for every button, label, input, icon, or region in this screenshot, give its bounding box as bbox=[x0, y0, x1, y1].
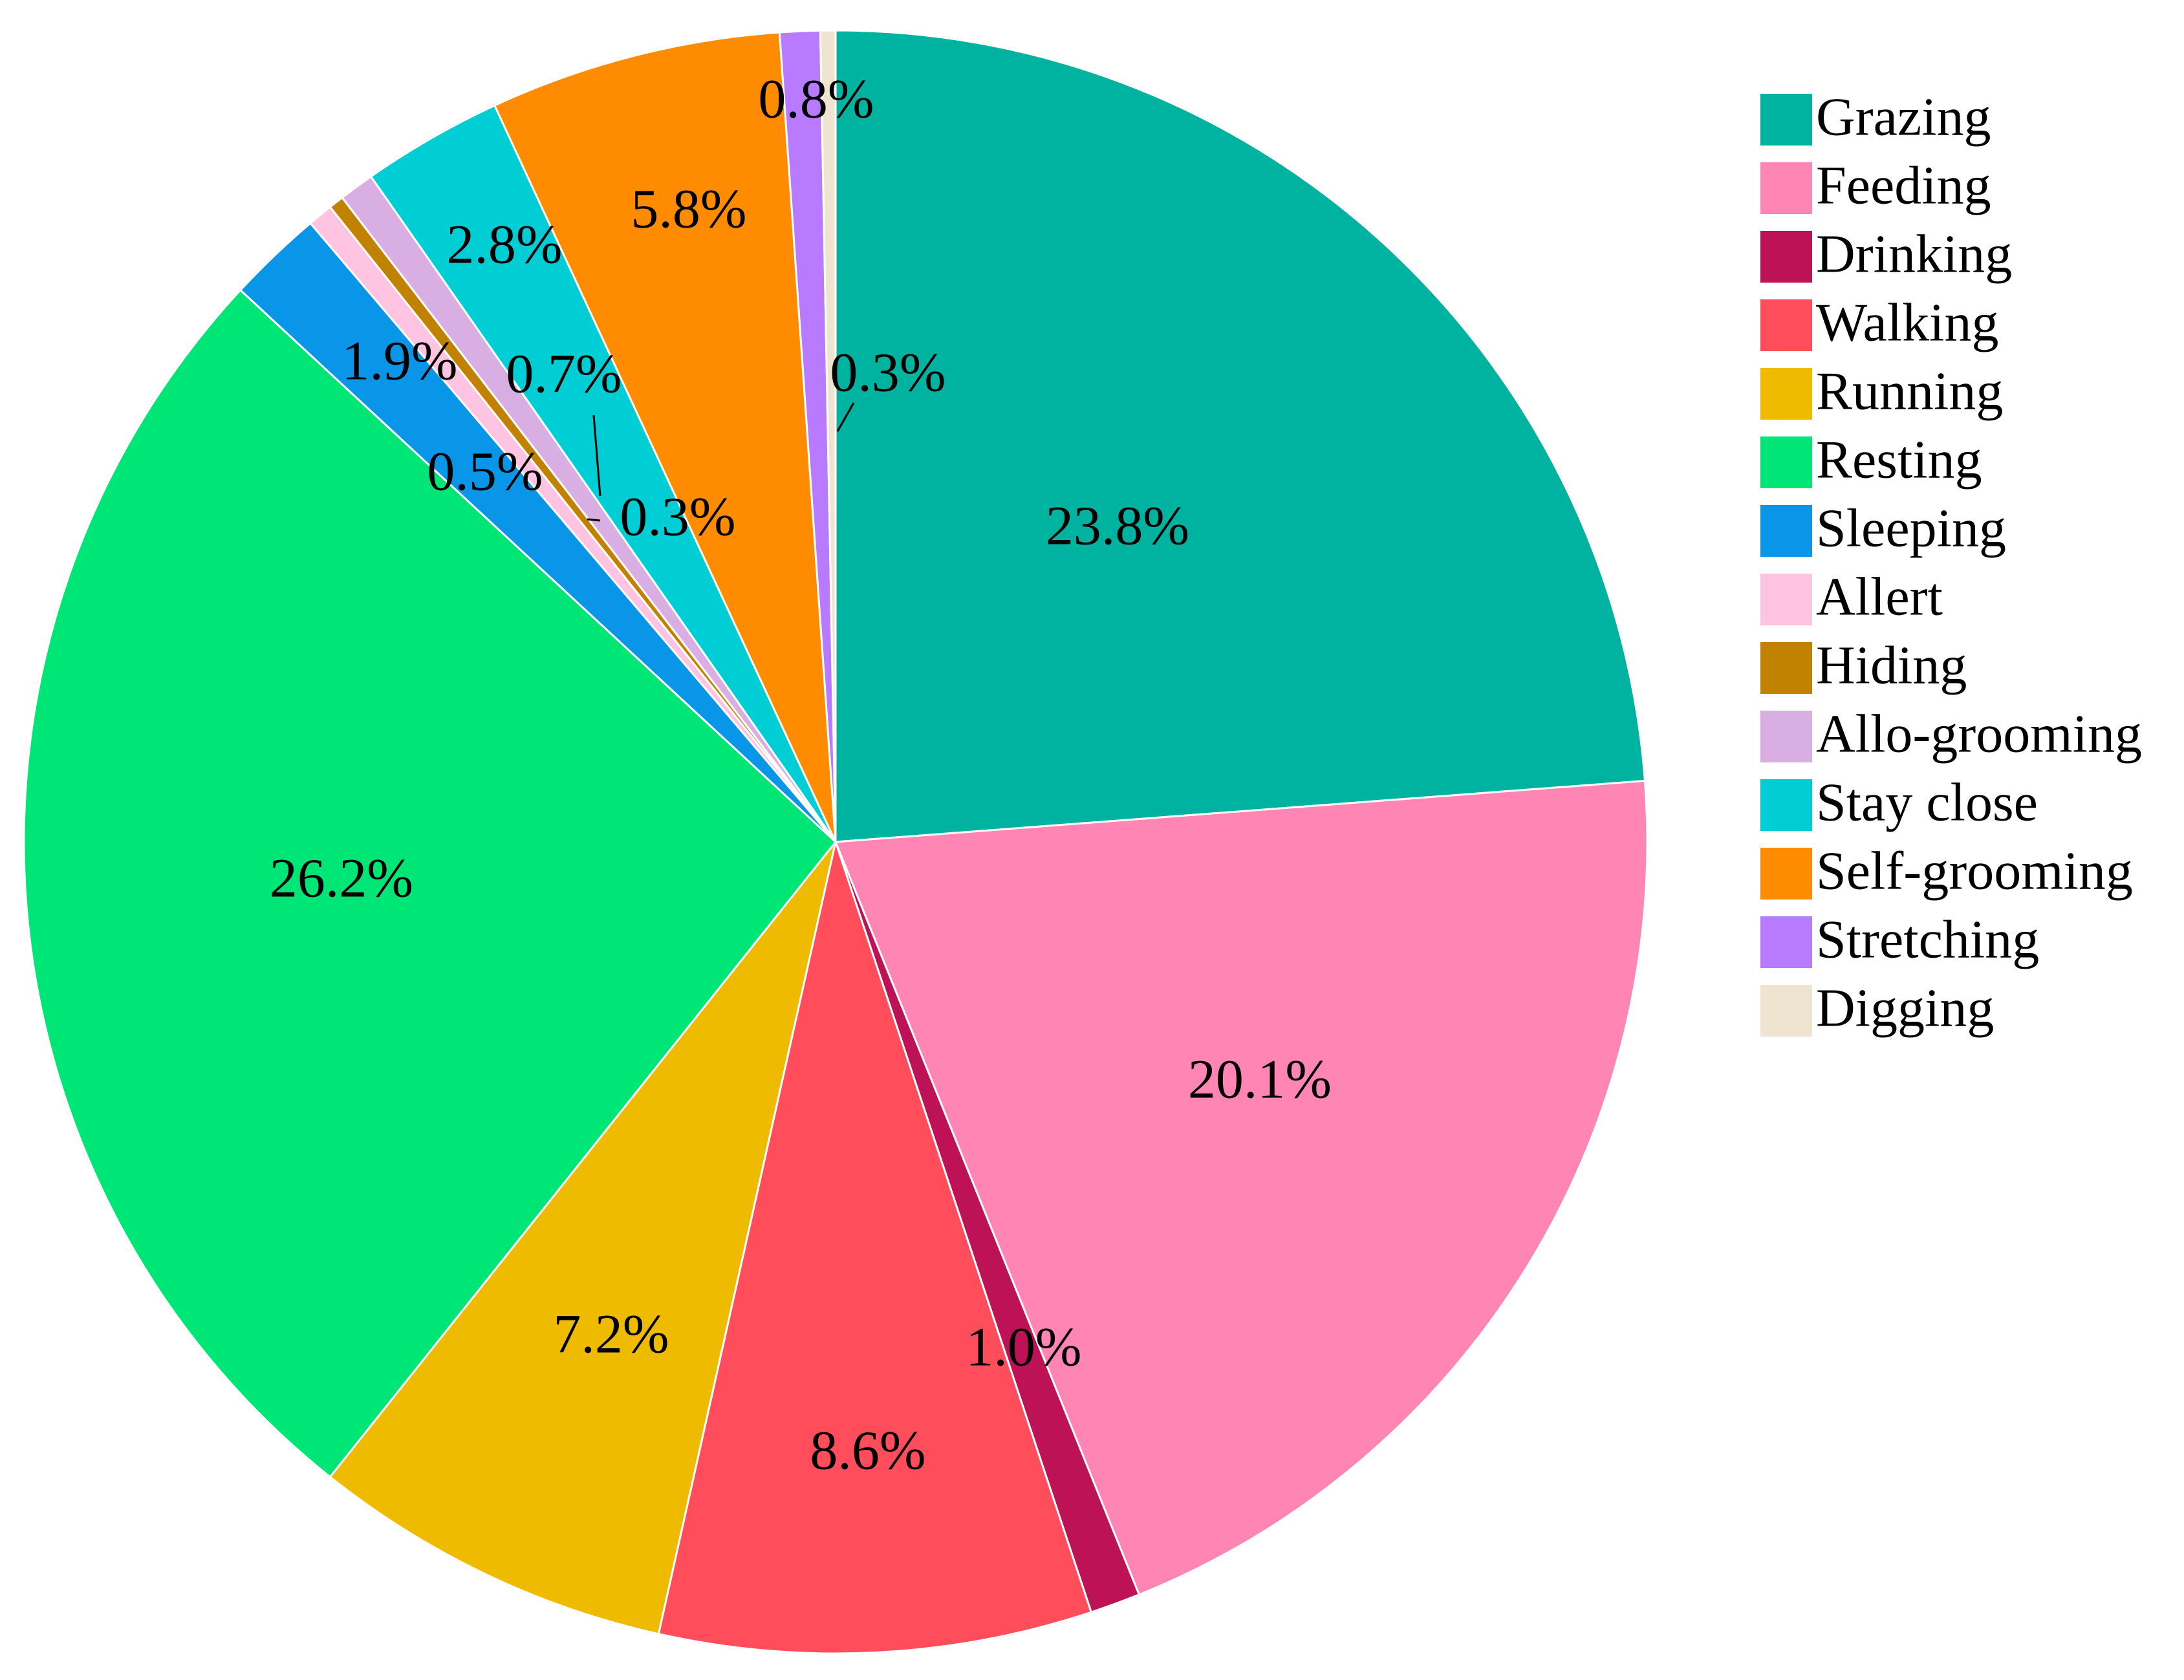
slice-labels: 23.8% 20.1% 1.0% 8.6% 7.2% 26.2% 1.9% 0.5% 0.3% 0… bbox=[270, 68, 1332, 1481]
legend-swatch-resting bbox=[1760, 436, 1812, 488]
slice-label-self-grooming: 5.8% bbox=[631, 178, 746, 240]
slice-label-stretching: 0.8% bbox=[758, 68, 874, 130]
leader-line bbox=[592, 415, 601, 497]
legend-label-stay-close: Stay close bbox=[1816, 772, 2038, 832]
legend-swatch-allert bbox=[1760, 574, 1812, 625]
legend-label-hiding: Hiding bbox=[1816, 635, 1967, 695]
legend-label-resting: Resting bbox=[1816, 429, 1982, 490]
legend-swatch-sleeping bbox=[1760, 505, 1812, 557]
slice-label-stay-close: 2.8% bbox=[446, 213, 562, 275]
slice-label-grazing: 23.8% bbox=[1046, 495, 1189, 557]
legend-label-allo-grooming: Allo-grooming bbox=[1816, 704, 2142, 764]
legend-swatch-stretching bbox=[1760, 916, 1812, 968]
legend-label-running: Running bbox=[1816, 361, 2003, 421]
slice-label-allo-grooming: 0.7% bbox=[506, 343, 622, 405]
pie-slice-walking bbox=[657, 838, 1093, 1655]
slice-label-hiding: 0.3% bbox=[620, 486, 735, 548]
legend-swatch-drinking bbox=[1760, 231, 1812, 283]
legend-swatch-walking bbox=[1760, 299, 1812, 351]
legend-label-grazing: Grazing bbox=[1816, 87, 1991, 147]
pie-slice-feeding bbox=[834, 779, 1649, 1596]
pie-slice-digging bbox=[819, 29, 837, 843]
legend-label-self-grooming: Self-grooming bbox=[1816, 841, 2133, 901]
pie-slice-grazing bbox=[834, 29, 1647, 843]
legend-swatch-hiding bbox=[1760, 642, 1812, 694]
legend-swatch-self-grooming bbox=[1760, 848, 1812, 899]
slice-label-resting: 26.2% bbox=[270, 847, 413, 909]
slice-label-allert: 0.5% bbox=[427, 440, 543, 502]
pie-slices bbox=[23, 29, 1649, 1655]
leader-line bbox=[836, 402, 855, 432]
legend-label-stretching: Stretching bbox=[1816, 909, 2039, 969]
legend-swatch-allo-grooming bbox=[1760, 711, 1812, 762]
legend-swatch-feeding bbox=[1760, 162, 1812, 214]
legend-label-walking: Walking bbox=[1816, 292, 1999, 352]
legend-label-drinking: Drinking bbox=[1816, 224, 2012, 284]
legend-swatch-digging bbox=[1760, 985, 1812, 1037]
legend-swatch-grazing bbox=[1760, 94, 1812, 145]
legend-label-sleeping: Sleeping bbox=[1816, 498, 2006, 558]
leader-lines bbox=[587, 402, 855, 522]
legend-label-feeding: Feeding bbox=[1816, 155, 1991, 215]
slice-label-running: 7.2% bbox=[553, 1303, 669, 1365]
slice-label-digging: 0.3% bbox=[830, 341, 946, 404]
legend-label-digging: Digging bbox=[1816, 978, 1994, 1038]
legend-swatch-running bbox=[1760, 368, 1812, 420]
legend-swatch-stay-close bbox=[1760, 779, 1812, 831]
pie-slice-running bbox=[329, 841, 837, 1635]
slice-label-walking: 8.6% bbox=[810, 1419, 925, 1481]
slice-label-feeding: 20.1% bbox=[1188, 1048, 1332, 1110]
legend: Grazing Feeding Drinking Walking Running Rest… bbox=[1760, 87, 2142, 1038]
legend-label-allert: Allert bbox=[1816, 566, 1943, 627]
pie-slice-resting bbox=[23, 288, 838, 1479]
leader-line bbox=[587, 518, 601, 522]
slice-label-sleeping: 1.9% bbox=[341, 330, 457, 392]
slice-label-drinking: 1.0% bbox=[966, 1316, 1081, 1378]
pie-slice-self-grooming bbox=[493, 31, 837, 843]
